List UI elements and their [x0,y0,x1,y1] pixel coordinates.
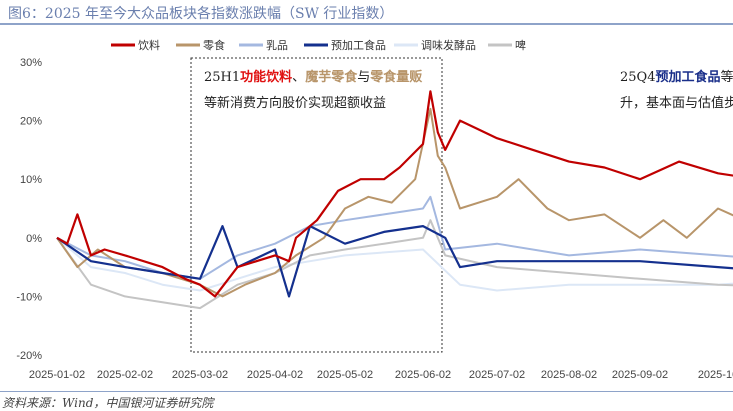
y-tick-label: 20% [20,116,42,128]
x-tick-label: 2025-10 [698,369,733,381]
legend-label: 饮料 [138,38,160,52]
footer-divider [0,391,733,392]
x-tick-label: 2025-01-02 [29,369,85,381]
x-tick-label: 2025-05-02 [317,369,373,381]
series-line-预加工食品 [57,226,733,296]
series-line-零食 [57,109,733,297]
legend-label: 零食 [203,38,225,52]
series-line-调味发酵品 [57,238,733,291]
annotation-left-line1: 25H1功能饮料、魔芋零食与零食量贩 [204,66,422,85]
x-tick-label: 2025-06-02 [395,369,451,381]
legend-label: 啤 [515,38,526,52]
y-tick-label: 10% [20,174,42,186]
legend-label: 乳品 [266,39,288,52]
legend-label: 预加工食品 [331,38,386,52]
annotation-left-line2: 等新消费方向股价实现超额收益 [204,92,386,111]
annotation-text: 、 [292,70,305,85]
annotation-highlight: 魔芋零食 [305,70,357,85]
x-tick-label: 2025-02-02 [97,369,153,381]
annotation-right-line1: 25Q4预加工食品等 [620,66,733,85]
y-tick-label: -10% [16,291,42,303]
x-tick-label: 2025-04-02 [247,369,303,381]
legend-label: 调味发酵品 [421,38,476,52]
x-tick-label: 2025-08-02 [541,369,597,381]
annotation-text: 25Q4 [620,70,655,85]
y-tick-label: -20% [16,350,42,362]
annotation-text: 等 [721,70,733,85]
annotation-text: 与 [357,70,370,85]
annotation-highlight: 预加工食品 [655,70,720,85]
x-tick-label: 2025-03-02 [172,369,228,381]
series-line-饮料 [57,91,733,296]
annotation-right-line2: 升，基本面与估值步 [620,92,733,111]
annotation-highlight: 功能饮料 [240,70,292,85]
x-tick-label: 2025-09-02 [612,369,668,381]
source-note: 资料来源：Wind，中国银河证券研究院 [2,394,213,411]
y-tick-label: 30% [20,57,42,69]
annotation-highlight: 零食量贩 [370,70,422,85]
x-tick-label: 2025-07-02 [469,369,525,381]
annotation-text: 25H1 [204,70,240,85]
y-tick-label: 0% [26,233,42,245]
